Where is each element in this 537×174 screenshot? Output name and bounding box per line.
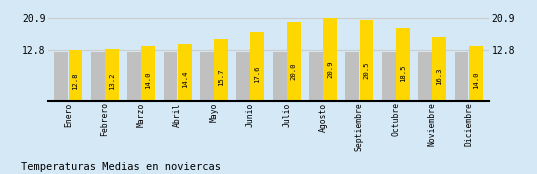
Text: 16.3: 16.3	[437, 68, 442, 85]
Bar	[432, 37, 446, 101]
Bar	[345, 52, 359, 101]
Bar	[127, 52, 141, 101]
Bar	[250, 31, 264, 101]
Bar	[469, 46, 483, 101]
Bar	[382, 52, 396, 101]
Bar	[54, 52, 68, 101]
Bar	[105, 49, 119, 101]
Bar	[309, 52, 323, 101]
Bar	[396, 28, 410, 101]
Text: Temperaturas Medias en noviercas: Temperaturas Medias en noviercas	[21, 162, 221, 172]
Bar	[360, 20, 374, 101]
Text: 14.4: 14.4	[182, 71, 187, 88]
Bar	[287, 22, 301, 101]
Text: 14.0: 14.0	[473, 71, 479, 89]
Bar	[236, 52, 250, 101]
Bar	[69, 50, 82, 101]
Bar	[214, 39, 228, 101]
Bar	[455, 52, 468, 101]
Bar	[178, 44, 192, 101]
Text: 17.6: 17.6	[255, 66, 260, 83]
Text: 13.2: 13.2	[109, 72, 115, 90]
Bar	[200, 52, 214, 101]
Bar	[323, 18, 337, 101]
Text: 20.9: 20.9	[327, 61, 333, 78]
Bar	[163, 52, 177, 101]
Text: 20.5: 20.5	[364, 61, 369, 79]
Text: 20.0: 20.0	[291, 62, 297, 80]
Text: 14.0: 14.0	[145, 71, 151, 89]
Text: 12.8: 12.8	[72, 73, 78, 90]
Bar	[91, 52, 105, 101]
Text: 15.7: 15.7	[218, 69, 224, 86]
Text: 18.5: 18.5	[400, 64, 406, 82]
Bar	[273, 52, 287, 101]
Bar	[141, 46, 155, 101]
Bar	[418, 52, 432, 101]
